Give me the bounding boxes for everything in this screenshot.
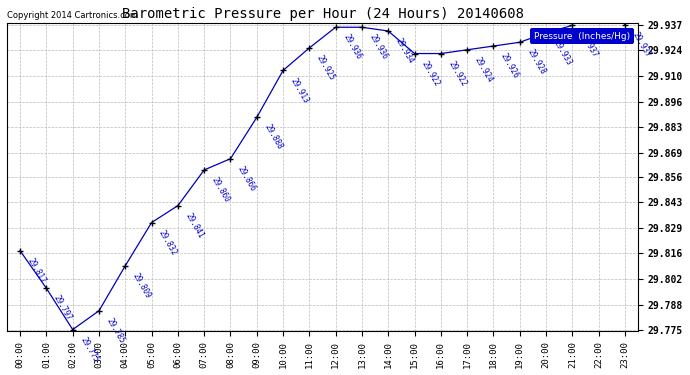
- Title: Barometric Pressure per Hour (24 Hours) 20140608: Barometric Pressure per Hour (24 Hours) …: [121, 7, 524, 21]
- Text: 29.922: 29.922: [420, 59, 442, 88]
- Text: 29.937: 29.937: [578, 31, 600, 60]
- Text: Copyright 2014 Cartronics.com: Copyright 2014 Cartronics.com: [7, 11, 138, 20]
- Text: 29.924: 29.924: [473, 56, 494, 84]
- Text: 29.913: 29.913: [288, 76, 311, 105]
- Text: 29.928: 29.928: [525, 48, 547, 76]
- Text: 29.926: 29.926: [499, 52, 521, 80]
- Text: 29.775: 29.775: [78, 335, 100, 364]
- Text: 29.797: 29.797: [52, 294, 74, 322]
- Text: 29.934: 29.934: [394, 37, 415, 65]
- Text: 29.860: 29.860: [210, 176, 231, 204]
- Text: 29.925: 29.925: [315, 54, 337, 82]
- Text: 29.809: 29.809: [131, 271, 152, 300]
- Text: 29.937: 29.937: [631, 31, 652, 60]
- Text: 29.832: 29.832: [157, 228, 179, 256]
- Legend: Pressure  (Inches/Hg): Pressure (Inches/Hg): [530, 28, 633, 44]
- Text: 29.922: 29.922: [446, 59, 468, 88]
- Text: 29.817: 29.817: [26, 256, 48, 285]
- Text: 29.933: 29.933: [551, 39, 573, 67]
- Text: 29.936: 29.936: [342, 33, 363, 62]
- Text: 29.841: 29.841: [184, 211, 205, 240]
- Text: 29.936: 29.936: [368, 33, 389, 62]
- Text: 29.888: 29.888: [262, 123, 284, 152]
- Text: 29.866: 29.866: [236, 164, 257, 193]
- Text: 29.785: 29.785: [105, 316, 126, 345]
- Text: 29.987: 29.987: [0, 374, 1, 375]
